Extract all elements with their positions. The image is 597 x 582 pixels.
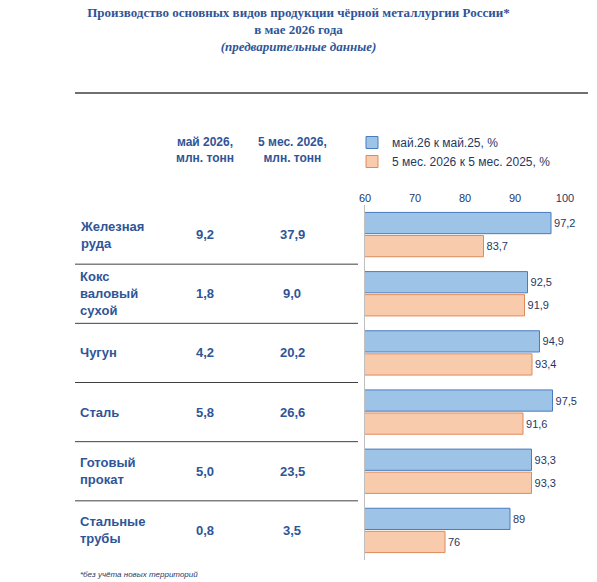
svg-text:0,8: 0,8: [196, 523, 214, 538]
svg-text:3,5: 3,5: [283, 523, 301, 538]
svg-text:23,5: 23,5: [280, 464, 305, 479]
svg-text:37,9: 37,9: [280, 227, 305, 242]
svg-text:Производство основных видов пр: Производство основных видов продукции чё…: [87, 5, 509, 54]
svg-text:5,0: 5,0: [196, 464, 214, 479]
svg-text:5,8: 5,8: [196, 405, 214, 420]
svg-text:Сталь: Сталь: [80, 405, 119, 420]
svg-text:4,2: 4,2: [196, 345, 214, 360]
svg-text:100: 100: [556, 192, 574, 204]
svg-text:89: 89: [513, 513, 525, 525]
svg-text:93,4: 93,4: [535, 358, 556, 370]
svg-text:97,2: 97,2: [554, 217, 575, 229]
svg-text:83,7: 83,7: [487, 240, 508, 252]
svg-text:76: 76: [448, 536, 460, 548]
svg-text:97,5: 97,5: [556, 395, 577, 407]
svg-text:*без учёта новых территорий: *без учёта новых территорий: [80, 570, 198, 579]
svg-text:Железнаяруда: Железнаяруда: [80, 219, 144, 251]
svg-text:май 2026,млн. тонн: май 2026,млн. тонн: [176, 135, 234, 165]
svg-text:Коксваловыйсухой: Коксваловыйсухой: [80, 269, 138, 318]
svg-text:1,8: 1,8: [196, 286, 214, 301]
svg-text:93,3: 93,3: [535, 454, 556, 466]
svg-text:91,6: 91,6: [526, 418, 547, 430]
svg-text:60: 60: [359, 192, 371, 204]
svg-text:Стальныетрубы: Стальныетрубы: [80, 514, 145, 546]
svg-text:93,3: 93,3: [535, 477, 556, 489]
svg-text:Готовыйпрокат: Готовыйпрокат: [80, 455, 136, 487]
svg-text:94,9: 94,9: [543, 335, 564, 347]
svg-text:20,2: 20,2: [280, 345, 305, 360]
svg-text:май.26 к май.25, %: май.26 к май.25, %: [392, 136, 498, 150]
svg-text:9,2: 9,2: [196, 227, 214, 242]
svg-text:80: 80: [459, 192, 471, 204]
svg-text:92,5: 92,5: [531, 276, 552, 288]
svg-text:5 мес. 2026,млн. тонн: 5 мес. 2026,млн. тонн: [258, 135, 327, 165]
svg-text:9,0: 9,0: [283, 286, 301, 301]
svg-text:90: 90: [509, 192, 521, 204]
svg-text:26,6: 26,6: [280, 405, 305, 420]
svg-text:70: 70: [409, 192, 421, 204]
svg-text:91,9: 91,9: [528, 299, 549, 311]
svg-text:5 мес. 2026 к 5 мес. 2025, %: 5 мес. 2026 к 5 мес. 2025, %: [392, 155, 550, 169]
svg-text:Чугун: Чугун: [80, 345, 117, 360]
